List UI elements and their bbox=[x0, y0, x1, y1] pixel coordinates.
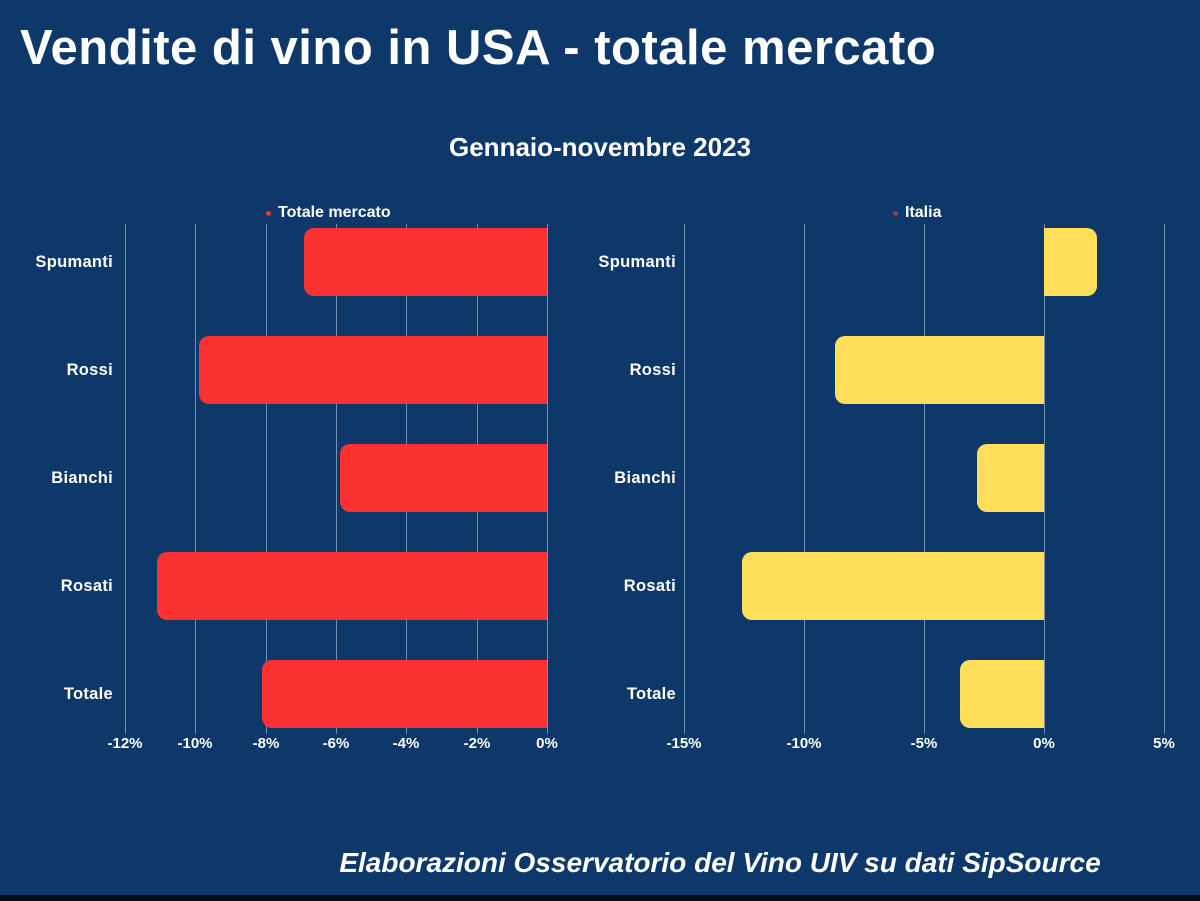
category-label: Totale bbox=[63, 684, 113, 703]
legend-label: Totale mercato bbox=[278, 204, 391, 221]
x-axis-tick-label: -2% bbox=[463, 735, 491, 752]
category-label: Spumanti bbox=[35, 252, 113, 271]
legend-italia: Italia bbox=[893, 204, 941, 222]
gridline bbox=[125, 224, 126, 734]
legend-marker-icon bbox=[266, 210, 271, 216]
bottom-strip bbox=[0, 895, 1200, 901]
x-axis-tick-label: -10% bbox=[786, 735, 822, 752]
x-axis-tick-label: -15% bbox=[666, 735, 702, 752]
bar-rosati bbox=[742, 552, 1044, 620]
bar-rossi bbox=[835, 336, 1044, 404]
bar-totale bbox=[960, 660, 1044, 728]
x-axis-tick-label: 0% bbox=[1033, 735, 1055, 752]
x-axis-tick-label: 5% bbox=[1153, 735, 1175, 752]
category-label: Totale bbox=[626, 684, 676, 703]
category-label: Bianchi bbox=[51, 468, 113, 487]
category-label: Bianchi bbox=[614, 468, 676, 487]
x-axis-tick-label: -8% bbox=[252, 735, 280, 752]
source-credit: Elaborazioni Osservatorio del Vino UIV s… bbox=[339, 847, 1101, 878]
gridline bbox=[1044, 224, 1045, 734]
bar-rosati bbox=[157, 552, 547, 620]
x-axis-tick-label: -10% bbox=[177, 735, 213, 752]
gridline bbox=[336, 224, 337, 734]
category-label: Rossi bbox=[66, 360, 113, 379]
gridline bbox=[804, 224, 805, 734]
x-axis-tick-label: -4% bbox=[392, 735, 420, 752]
gridline bbox=[547, 224, 548, 734]
bar-bianchi bbox=[340, 444, 547, 512]
x-axis-tick-label: -12% bbox=[107, 735, 143, 752]
bar-spumanti bbox=[304, 228, 547, 296]
legend-marker-icon bbox=[893, 210, 898, 216]
x-axis-tick-label: -6% bbox=[322, 735, 350, 752]
bar-bianchi bbox=[977, 444, 1044, 512]
page-subtitle: Gennaio-novembre 2023 bbox=[449, 132, 751, 162]
gridline bbox=[684, 224, 685, 734]
x-axis-tick-label: 0% bbox=[536, 735, 558, 752]
legend-label: Italia bbox=[905, 204, 942, 221]
category-label: Rosati bbox=[60, 576, 113, 595]
category-label: Rosati bbox=[623, 576, 676, 595]
x-axis-tick-label: -5% bbox=[910, 735, 938, 752]
gridline bbox=[1164, 224, 1165, 734]
gridline bbox=[266, 224, 267, 734]
page-title: Vendite di vino in USA - totale mercato bbox=[20, 21, 937, 75]
gridline bbox=[924, 224, 925, 734]
category-label: Rossi bbox=[629, 360, 676, 379]
category-label: Spumanti bbox=[598, 252, 676, 271]
gridline bbox=[195, 224, 196, 734]
legend-totale-mercato: Totale mercato bbox=[266, 204, 391, 222]
bar-totale bbox=[262, 660, 547, 728]
bar-rossi bbox=[199, 336, 547, 404]
bar-spumanti bbox=[1044, 228, 1097, 296]
